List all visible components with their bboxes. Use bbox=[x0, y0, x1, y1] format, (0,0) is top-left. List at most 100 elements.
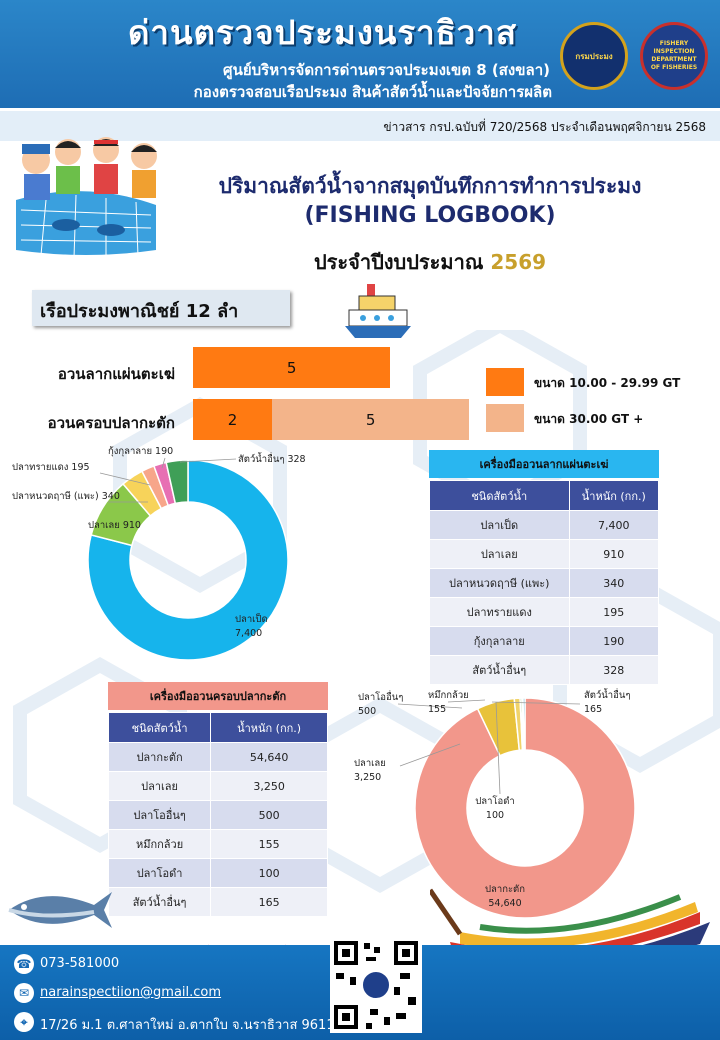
species-cell: กุ้งกุลาลาย bbox=[429, 626, 570, 656]
weight-cell: 195 bbox=[568, 597, 660, 627]
species-cell: ปลาทรายแดง bbox=[429, 597, 570, 627]
donut-leader-line bbox=[99, 472, 151, 486]
fishery-inspection-seal: FISHERY INSPECTION DEPARTMENT OF FISHERI… bbox=[640, 22, 708, 90]
weight-cell: 910 bbox=[568, 539, 660, 569]
species-cell: สัตว์น้ำอื่นๆ bbox=[107, 887, 212, 917]
trawl-table: ชนิดสัตว์น้ำ น้ำหนัก (กก.) ปลาเป็ด 7,400 … bbox=[429, 480, 660, 685]
weight-cell: 100 bbox=[210, 858, 328, 888]
bar-segment: 5 bbox=[271, 399, 470, 440]
donut-data-label: สัตว์น้ำอื่นๆ bbox=[584, 688, 630, 701]
table-row: ปลาโอดำ 100 bbox=[107, 858, 328, 888]
species-cell: ปลาเลย bbox=[107, 771, 212, 801]
donut-data-label: ปลาหนวดฤาษี (แพะ) 340 bbox=[12, 490, 120, 502]
location-pin-icon: ⌖ bbox=[14, 1012, 34, 1032]
species-cell: ปลาหนวดฤาษี (แพะ) bbox=[429, 568, 570, 598]
table-row: ปลาทรายแดง 195 bbox=[429, 597, 660, 627]
donut-data-label: 54,640 bbox=[488, 898, 521, 909]
donut-data-label: 165 bbox=[584, 704, 602, 715]
donut-data-label: สัตว์น้ำอื่นๆ 328 bbox=[238, 452, 306, 465]
table-row: สัตว์น้ำอื่นๆ 328 bbox=[429, 655, 660, 685]
species-cell: ปลากะตัก bbox=[107, 742, 212, 772]
newsletter-issue: ข่าวสาร กรป.ฉบับที่ 720/2568 ประจำเดือนพ… bbox=[383, 120, 706, 134]
anchovy-header-species: ชนิดสัตว์น้ำ bbox=[107, 712, 212, 743]
species-cell: หมึกกล้วย bbox=[107, 829, 212, 859]
table-row: สัตว์น้ำอื่นๆ 165 bbox=[107, 887, 328, 917]
donut-data-label: 155 bbox=[428, 704, 446, 715]
donut-data-label: ปลากะตัก bbox=[485, 884, 525, 895]
donut-slice bbox=[522, 697, 526, 751]
contact-phone[interactable]: 073-581000 bbox=[40, 956, 120, 971]
qr-code[interactable] bbox=[330, 937, 422, 1033]
legend-label-small-vessel: ขนาด 10.00 - 29.99 GT bbox=[534, 376, 681, 390]
weight-cell: 165 bbox=[210, 887, 328, 917]
mail-icon: ✉ bbox=[14, 983, 34, 1003]
bar-category-trawl: อวนลากแผ่นตะเฆ่ bbox=[57, 365, 175, 383]
donut-data-label: 100 bbox=[486, 810, 504, 821]
weight-cell: 54,640 bbox=[210, 742, 328, 772]
anchovy-header-weight: น้ำหนัก (กก.) bbox=[210, 712, 328, 743]
weight-cell: 7,400 bbox=[568, 510, 660, 540]
table-row: กุ้งกุลาลาย 190 bbox=[429, 626, 660, 656]
main-title: ปริมาณสัตว์น้ำจากสมุดบันทึกการทำการประมง bbox=[218, 174, 642, 198]
donut-leader-line bbox=[179, 458, 237, 463]
header-title: ด่านตรวจประมงนราธิวาส bbox=[128, 13, 517, 52]
species-cell: ปลาเลย bbox=[429, 539, 570, 569]
fiscal-year-title: ประจำปีงบประมาณ 2569 bbox=[150, 246, 710, 278]
species-cell: สัตว์น้ำอื่นๆ bbox=[429, 655, 570, 685]
weight-cell: 340 bbox=[568, 568, 660, 598]
table-row: ปลาโออื่นๆ 500 bbox=[107, 800, 328, 830]
donut-data-label: ปลาโอดำ bbox=[475, 795, 515, 807]
newsletter-strip bbox=[0, 111, 720, 141]
anchovy-donut-chart: ปลากะตัก 54,640 ปลาเลย 3,250 ปลาโออื่นๆ 500 หม… bbox=[354, 688, 636, 919]
anchovy-table: ชนิดสัตว์น้ำ น้ำหนัก (กก.) ปลากะตัก 54,64… bbox=[107, 712, 328, 917]
fleet-count-text: เรือประมงพาณิชย์ 12 ลำ bbox=[40, 301, 239, 322]
legend-swatch-small-vessel bbox=[486, 368, 524, 396]
donut-leader-line bbox=[397, 703, 463, 709]
department-of-fisheries-seal: กรมประมง bbox=[560, 22, 628, 90]
fleet-count-box bbox=[32, 290, 290, 326]
weight-cell: 500 bbox=[210, 800, 328, 830]
donut-leader-line bbox=[447, 699, 486, 703]
donut-leader-line bbox=[399, 743, 461, 767]
species-cell: ปลาเป็ด bbox=[429, 510, 570, 540]
fishermen-illustration bbox=[16, 137, 157, 259]
bar-segment: 5 bbox=[193, 347, 391, 388]
weight-cell: 155 bbox=[210, 829, 328, 859]
donut-slice bbox=[165, 459, 189, 505]
legend-label-large-vessel: ขนาด 30.00 GT + bbox=[534, 412, 644, 426]
donut-data-label: ปลาเลย 910 bbox=[88, 520, 141, 531]
header-subtitle-division: กองตรวจสอบเรือประมง สินค้าสัตว์น้ำและปัจ… bbox=[193, 83, 552, 101]
phone-icon: ☎ bbox=[14, 954, 34, 974]
donut-data-label: 500 bbox=[358, 706, 376, 717]
donut-leader-line bbox=[495, 701, 501, 795]
anchovy-table-title: เครื่องมืออวนครอบปลากะตัก bbox=[108, 682, 328, 710]
table-row: ปลาเลย 3,250 bbox=[107, 771, 328, 801]
donut-leader-line bbox=[161, 457, 166, 469]
contact-address: 17/26 ม.1 ต.ศาลาใหม่ อ.ตากใบ จ.นราธิวาส … bbox=[40, 1018, 343, 1033]
donut-data-label: 7,400 bbox=[235, 628, 262, 639]
trawl-donut-chart: ปลาเป็ด 7,400 ปลาเลย 910 ปลาหนวดฤาษี (แพะ) … bbox=[12, 446, 306, 661]
table-row: ปลาเป็ด 7,400 bbox=[429, 510, 660, 540]
fiscal-year-value: 2569 bbox=[490, 250, 547, 274]
contact-email[interactable]: narainspectiion@gmail.com bbox=[40, 985, 222, 1000]
trawl-table-title: เครื่องมืออวนลากแผ่นตะเฆ่ bbox=[429, 450, 659, 478]
table-row: หมึกกล้วย 155 bbox=[107, 829, 328, 859]
boat-icon bbox=[345, 284, 411, 338]
species-cell: ปลาโอดำ bbox=[107, 858, 212, 888]
bar-category-anchovy: อวนครอบปลากะตัก bbox=[47, 414, 175, 432]
fiscal-year-label: ประจำปีงบประมาณ bbox=[313, 250, 484, 274]
weight-cell: 190 bbox=[568, 626, 660, 656]
donut-data-label: ปลาเลย bbox=[354, 758, 386, 769]
donut-data-label: ปลาทรายแดง 195 bbox=[12, 462, 90, 473]
main-title-english: (FISHING LOGBOOK) bbox=[304, 203, 556, 228]
donut-data-label: หมึกกล้วย bbox=[428, 690, 469, 701]
tuna-fish-icon bbox=[8, 892, 112, 928]
donut-slice bbox=[87, 459, 289, 661]
donut-data-label: ปลาเป็ด bbox=[235, 612, 268, 625]
donut-data-label: กุ้งกุลาลาย 190 bbox=[108, 446, 173, 457]
weight-cell: 328 bbox=[568, 655, 660, 685]
weight-cell: 3,250 bbox=[210, 771, 328, 801]
bar-segment: 2 bbox=[193, 399, 272, 440]
table-row: ปลากะตัก 54,640 bbox=[107, 742, 328, 772]
